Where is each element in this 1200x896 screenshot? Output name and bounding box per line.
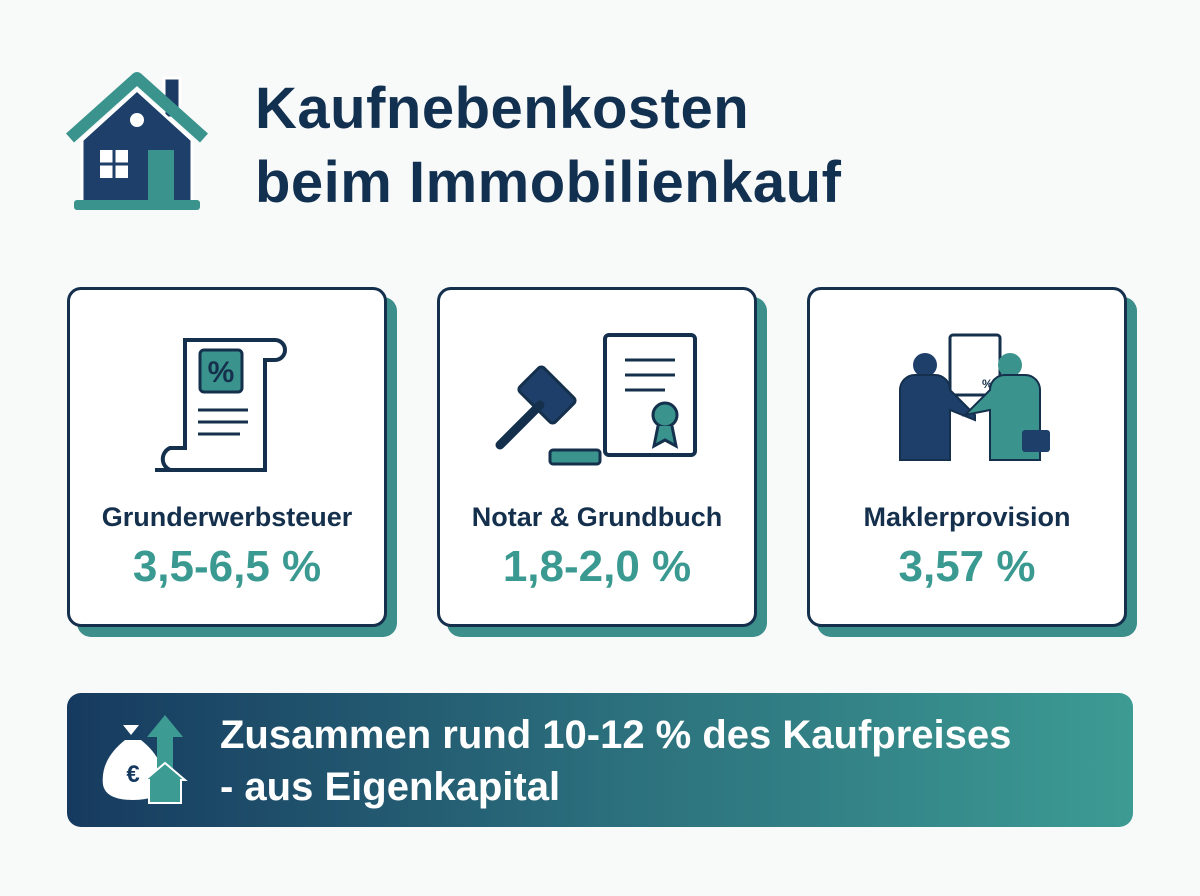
house-icon [65,72,209,210]
summary-line: - aus Eigenkapital [220,765,561,809]
notary-icon [495,333,697,466]
card-label: Maklerprovision [863,502,1071,532]
card-value: 1,8-2,0 % [502,542,692,591]
card: % Maklerprovision 3,57 % [807,287,1127,627]
broker-icon: % [899,333,1050,461]
card: Notar & Grundbuch 1,8-2,0 % [437,287,757,627]
svg-text:€: € [126,761,139,788]
card: % Grunderwerbsteuer 3,5-6,5 % [67,287,387,627]
summary-text: Zusammen rund 10-12 % des Kaufpreises - … [220,709,1011,813]
title-line: Kaufnebenkosten [255,76,750,141]
summary-line: Zusammen rund 10-12 % des Kaufpreises [220,713,1012,757]
svg-text:%: % [208,356,235,389]
svg-text:%: % [982,377,993,391]
card-label: Grunderwerbsteuer [101,502,353,532]
card-value: 3,5-6,5 % [132,542,322,591]
summary-banner: € Zusammen rund 10-12 % des Kaufpreises … [67,693,1133,827]
title: Kaufnebenkosten beim Immobilienkauf [255,72,841,220]
money-icon: € [102,715,188,804]
title-line: beim Immobilienkauf [255,150,842,215]
tax-icon: % [155,338,287,472]
card-label: Notar & Grundbuch [471,502,723,532]
card-value: 3,57 % [898,542,1036,591]
